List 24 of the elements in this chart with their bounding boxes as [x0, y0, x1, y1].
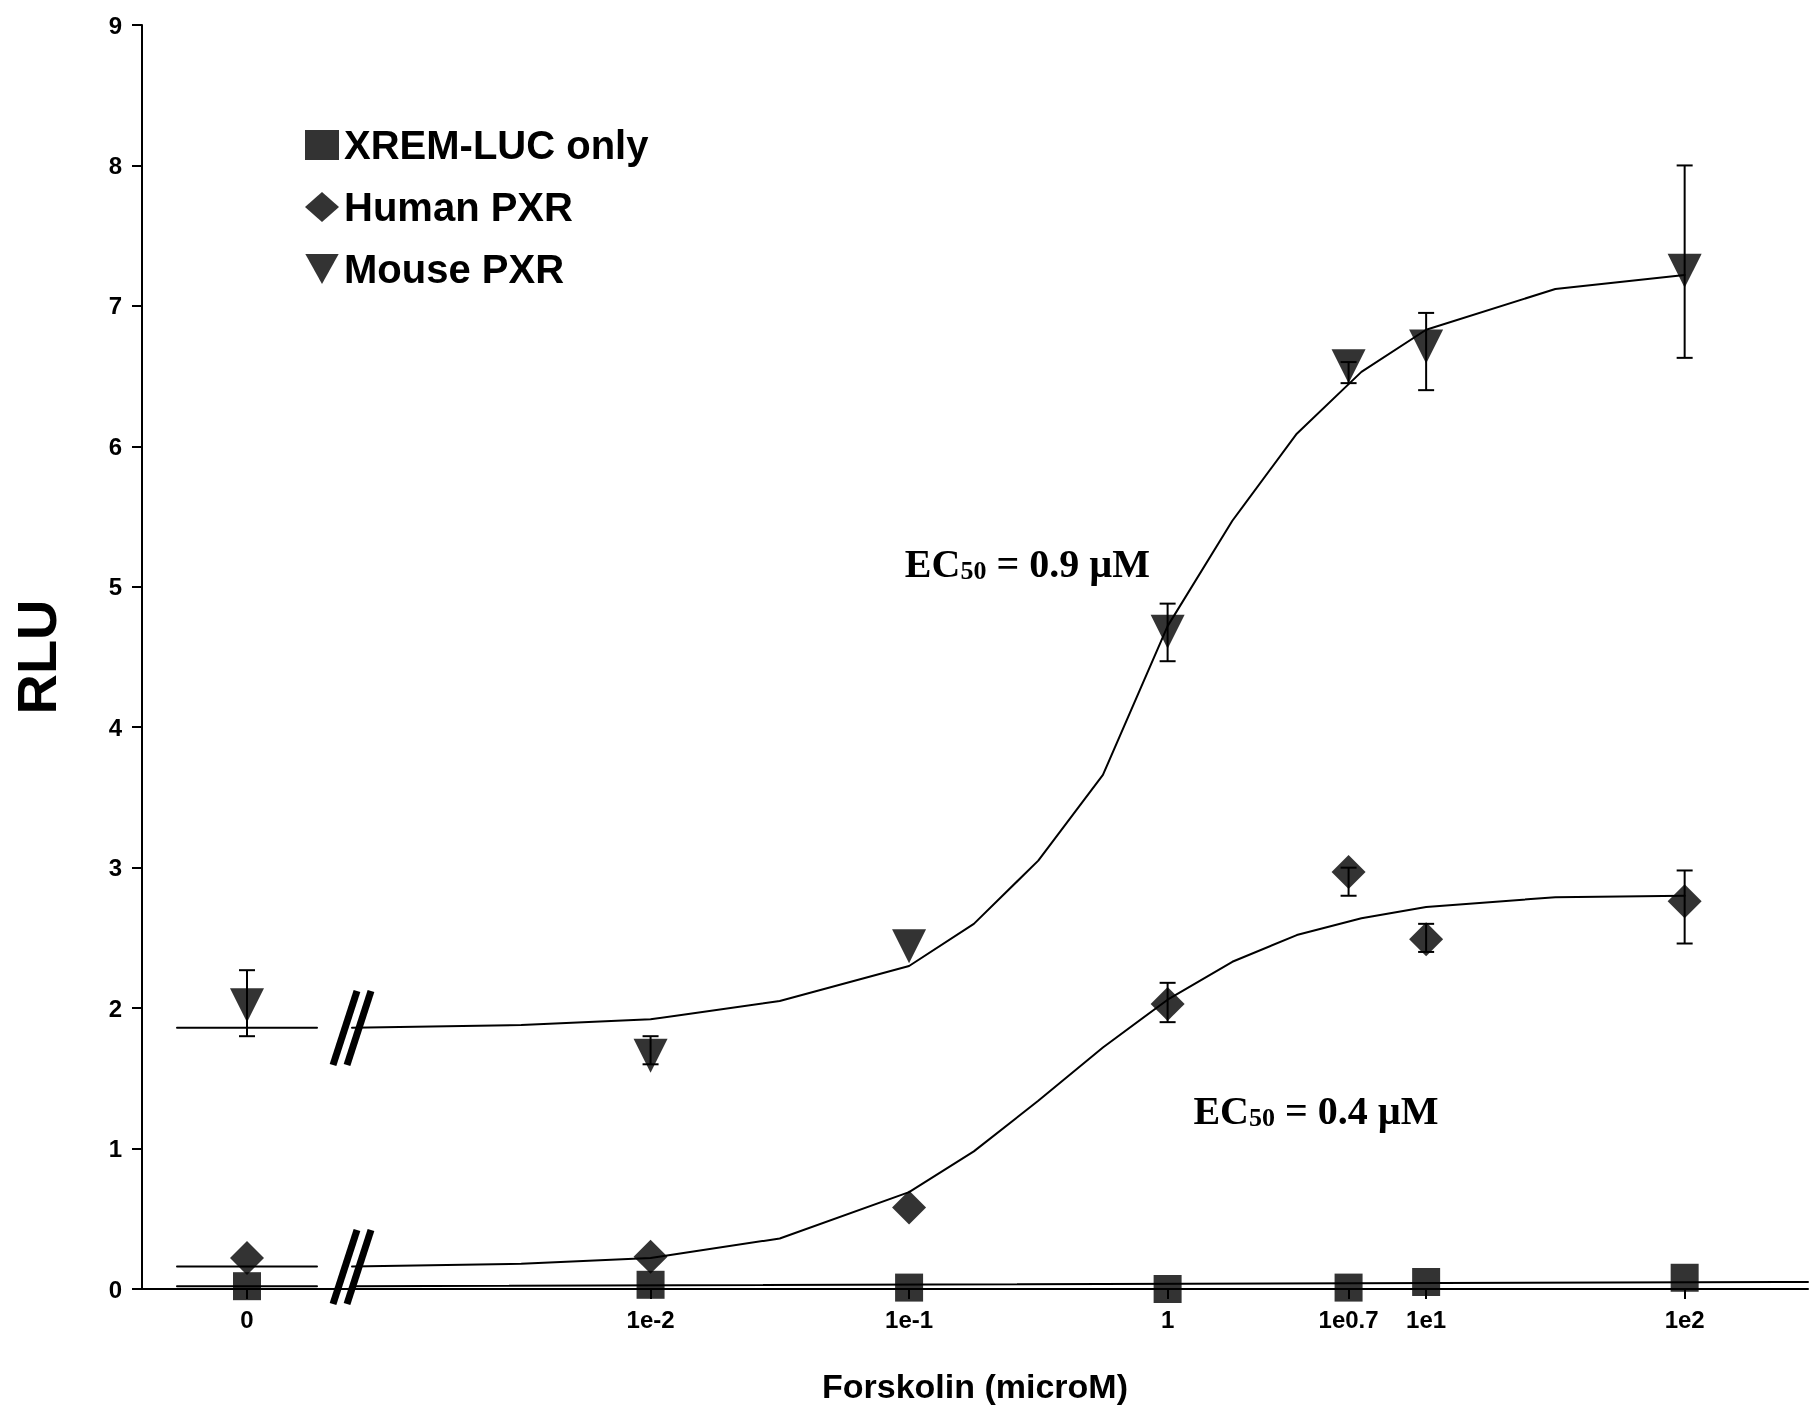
y-tick-label: 3	[108, 854, 122, 882]
annotation: EC50 = 0.4 µM	[1193, 1088, 1439, 1134]
x-tick-label: 1e0.7	[1318, 1305, 1379, 1333]
legend-label: XREM-LUC only	[344, 123, 650, 167]
x-tick-label: 1e1	[1406, 1305, 1447, 1333]
legend-label: Human PXR	[344, 185, 574, 229]
x-tick-label: 0	[240, 1305, 254, 1333]
y-tick-label: 7	[108, 292, 122, 320]
y-tick-label: 5	[108, 573, 122, 601]
x-tick-label: 1e-1	[885, 1305, 934, 1333]
y-tick-label: 6	[108, 432, 122, 460]
x-axis-title: Forskolin (microM)	[821, 1367, 1129, 1405]
y-tick-label: 1	[108, 1135, 122, 1163]
y-tick-label: 0	[108, 1275, 122, 1303]
y-tick-label: 9	[108, 11, 122, 39]
annotation: EC50 = 0.9 µM	[904, 540, 1150, 586]
y-tick-label: 4	[108, 713, 123, 741]
y-tick-label: 8	[108, 151, 122, 179]
x-tick-label: 1	[1160, 1305, 1175, 1333]
y-tick-label: 2	[108, 994, 122, 1022]
x-tick-label: 1e2	[1664, 1305, 1705, 1333]
x-tick-label: 1e-2	[626, 1305, 675, 1333]
y-axis-title: RLU	[4, 599, 68, 715]
legend-label: Mouse PXR	[344, 247, 565, 291]
